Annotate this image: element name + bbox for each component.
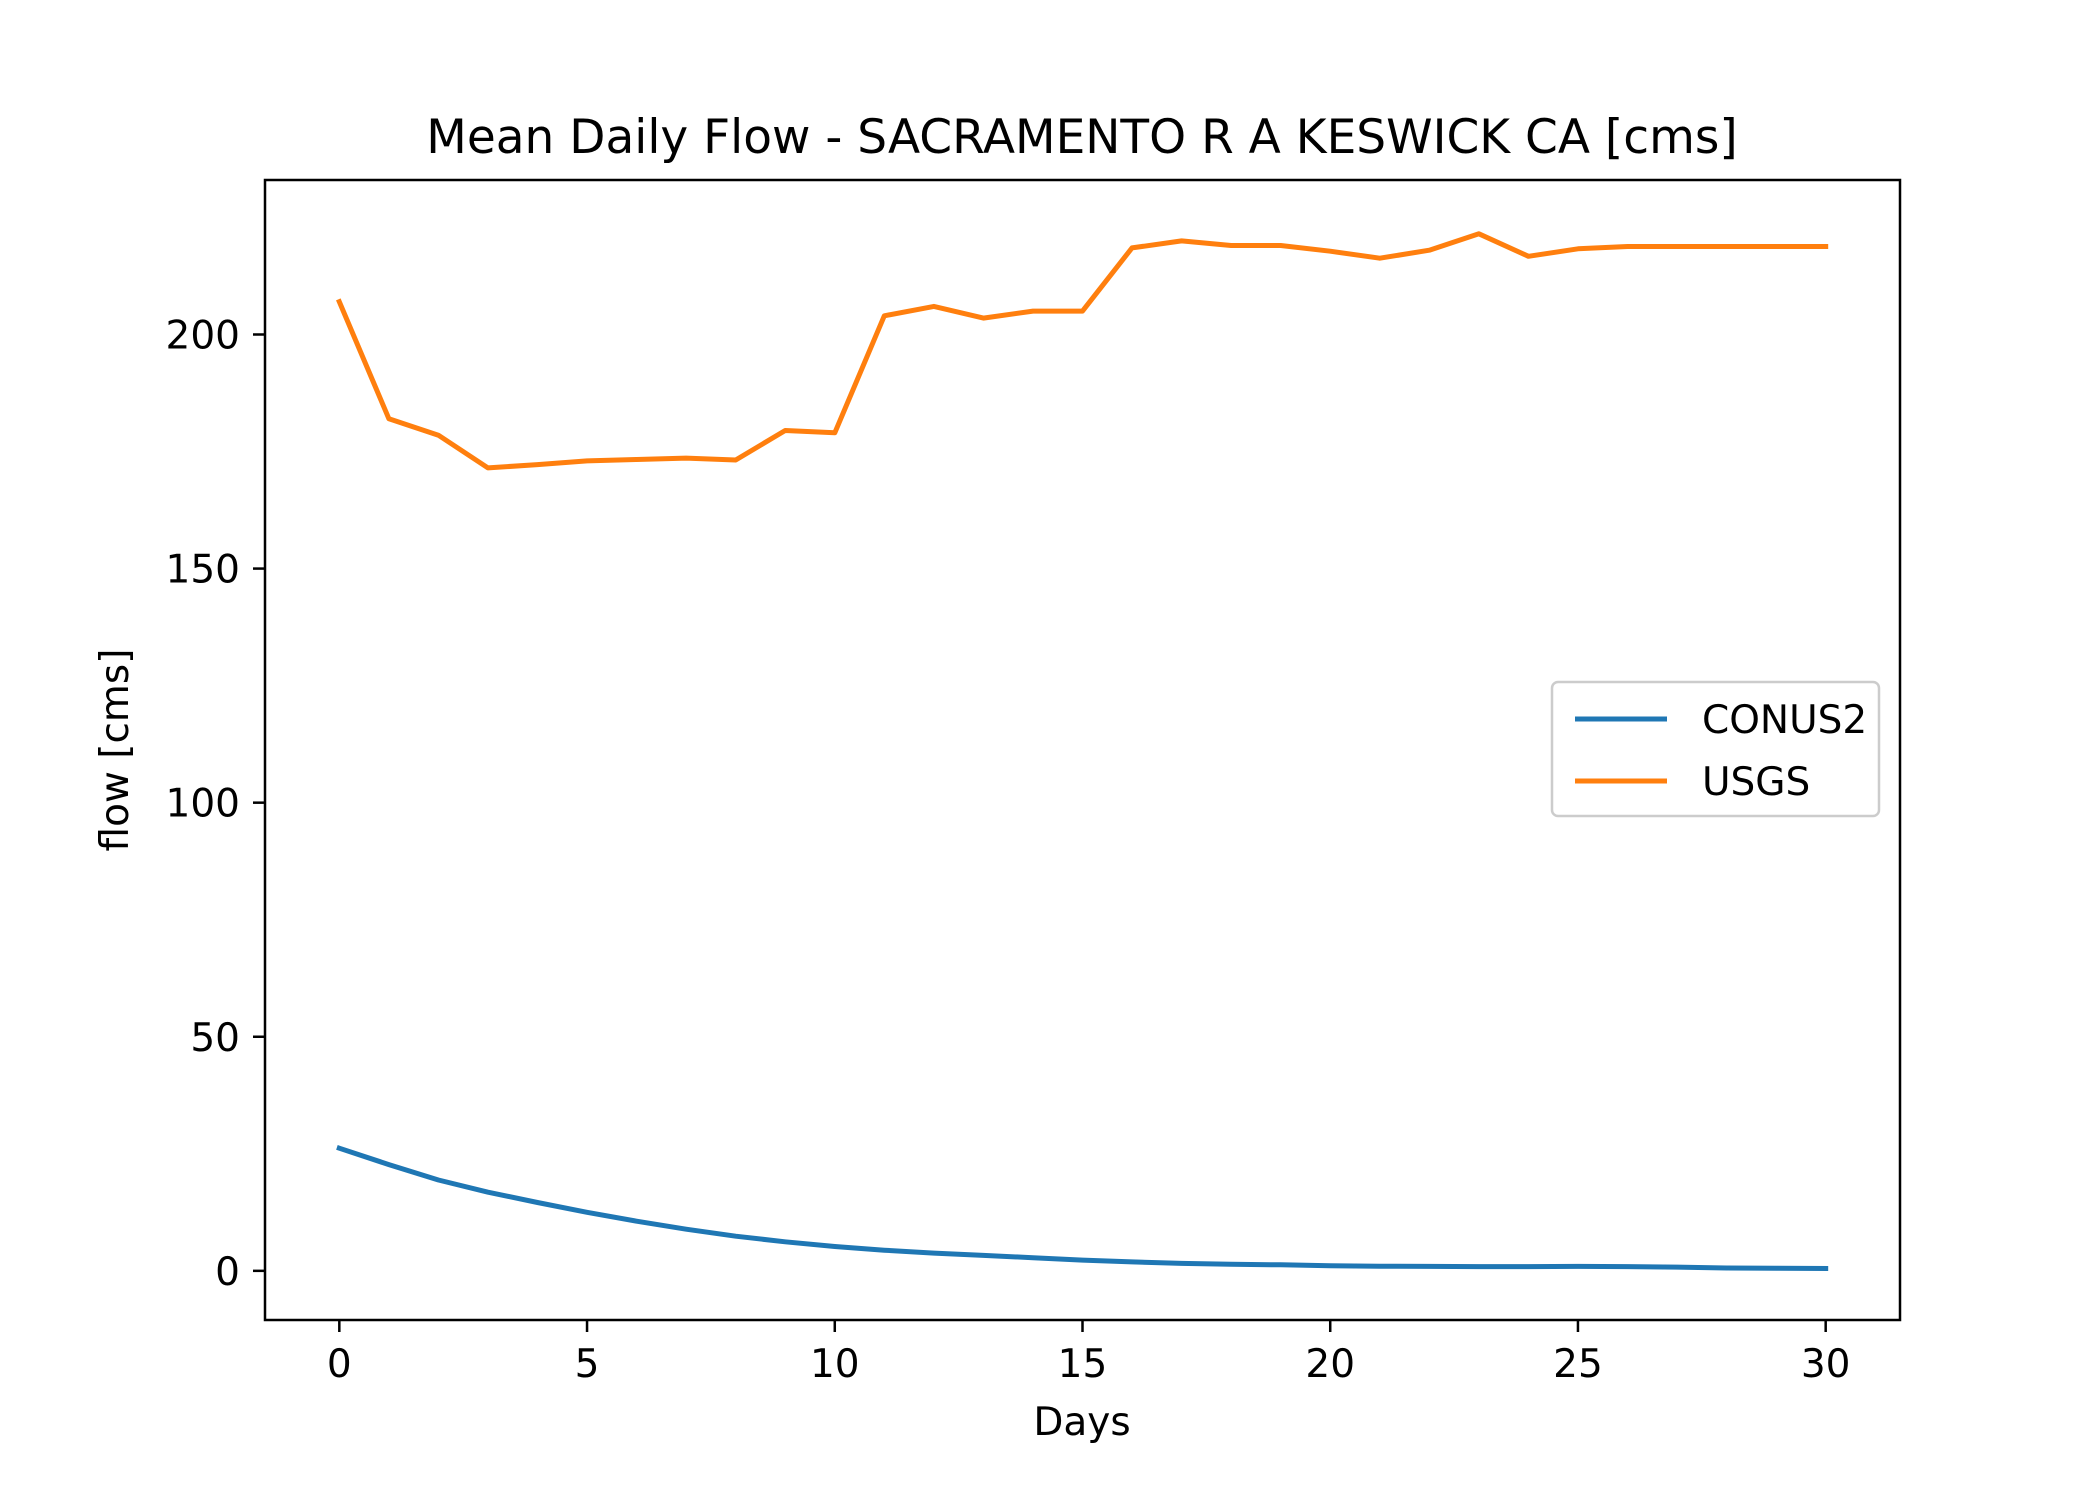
series-line-usgs — [336, 231, 1829, 471]
x-tick-label: 25 — [1553, 1342, 1603, 1387]
y-tick-label: 150 — [166, 548, 240, 593]
legend: CONUS2 USGS — [1550, 680, 1881, 818]
chart-title: Mean Daily Flow - SACRAMENTO R A KESWICK… — [426, 110, 1737, 165]
y-axis: 0 50 100 150 200 — [166, 313, 265, 1295]
y-tick-label: 200 — [166, 313, 240, 358]
x-tick-label: 30 — [1801, 1342, 1851, 1387]
x-tick-label: 15 — [1058, 1342, 1108, 1387]
x-axis: 0 5 10 15 20 25 30 — [327, 1320, 1851, 1387]
x-axis-label: Days — [1033, 1400, 1130, 1445]
y-tick-label: 50 — [190, 1016, 240, 1061]
y-tick-label: 0 — [215, 1250, 240, 1295]
y-axis-label: flow [cms] — [93, 649, 138, 852]
series-line-conus2 — [336, 1145, 1829, 1272]
y-tick-label: 100 — [166, 782, 240, 827]
legend-label-usgs: USGS — [1702, 760, 1810, 805]
x-tick-label: 0 — [327, 1342, 352, 1387]
series-layer — [336, 231, 1829, 1272]
x-tick-label: 5 — [575, 1342, 600, 1387]
x-tick-label: 20 — [1305, 1342, 1355, 1387]
legend-label-conus2: CONUS2 — [1702, 698, 1867, 743]
x-tick-label: 10 — [810, 1342, 860, 1387]
